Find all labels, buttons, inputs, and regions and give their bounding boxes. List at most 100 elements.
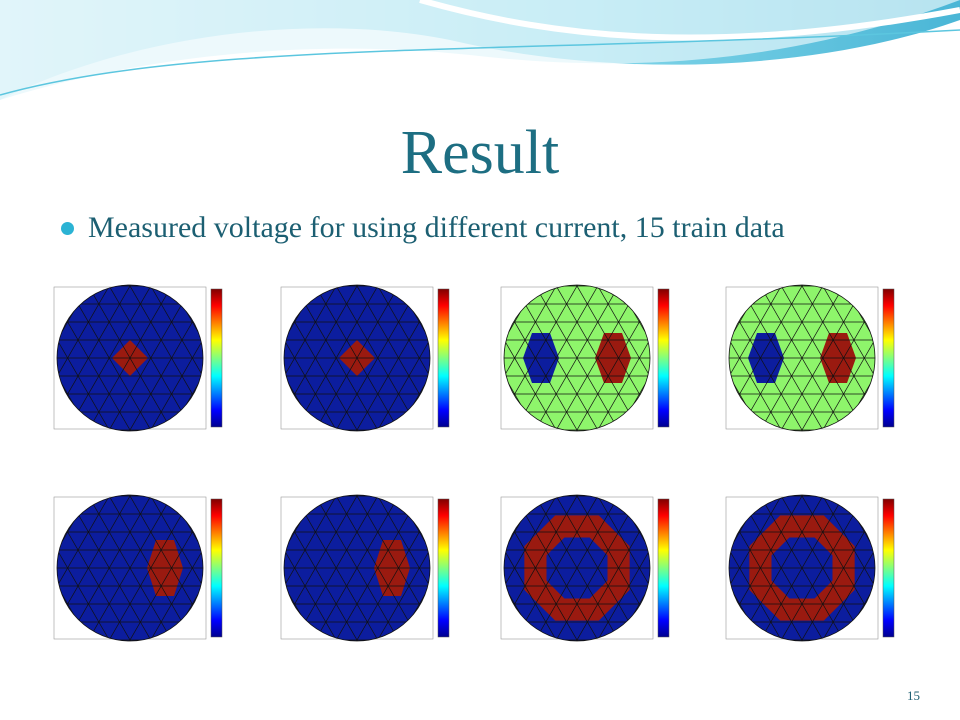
mesh-edge bbox=[147, 315, 203, 431]
page-number: 15 bbox=[907, 688, 920, 703]
mesh-edge bbox=[729, 516, 801, 641]
colorbar bbox=[882, 498, 895, 638]
mesh bbox=[728, 284, 876, 432]
colorbar bbox=[437, 288, 450, 428]
mesh-edge bbox=[729, 306, 801, 431]
mesh bbox=[56, 284, 204, 432]
mesh-edge bbox=[100, 495, 191, 638]
mesh-edge bbox=[284, 285, 340, 401]
mesh-edge bbox=[284, 495, 356, 620]
domain-edge bbox=[283, 284, 431, 432]
slide-title: Result bbox=[400, 119, 560, 187]
mesh-edge bbox=[57, 495, 113, 611]
colorbar bbox=[882, 288, 895, 428]
mesh-edge bbox=[547, 495, 638, 638]
mesh-edge bbox=[69, 285, 160, 428]
mesh-edge bbox=[131, 495, 203, 620]
mesh-edge bbox=[358, 495, 430, 620]
mesh-edge bbox=[57, 495, 145, 629]
colorbar bbox=[210, 498, 223, 638]
mesh-edge bbox=[741, 495, 832, 638]
mesh-edge bbox=[358, 285, 430, 410]
mesh-edge bbox=[284, 285, 356, 410]
mesh-edge bbox=[516, 498, 607, 641]
mesh-edge bbox=[115, 297, 203, 431]
mesh-edge bbox=[504, 495, 560, 611]
domain-edge bbox=[503, 494, 651, 642]
mesh-edge bbox=[504, 495, 592, 629]
mesh-edge bbox=[803, 495, 875, 620]
mesh-lines bbox=[57, 285, 203, 431]
mesh-edge bbox=[741, 288, 832, 431]
mesh-edge bbox=[729, 285, 801, 410]
mesh-edge bbox=[284, 516, 356, 641]
mesh-edge bbox=[578, 495, 650, 620]
mesh-edge bbox=[531, 285, 623, 431]
mesh-edge bbox=[819, 315, 875, 431]
mesh bbox=[503, 494, 651, 642]
mesh-edge bbox=[131, 285, 203, 410]
mesh-edge bbox=[296, 288, 387, 431]
mesh-edge bbox=[772, 288, 863, 431]
mesh-edge bbox=[547, 498, 638, 641]
mesh-edge bbox=[504, 516, 576, 641]
header-wave bbox=[0, 0, 960, 100]
mesh-edge bbox=[756, 495, 848, 641]
mesh-edge bbox=[358, 516, 430, 641]
mesh-edge bbox=[327, 498, 418, 641]
eit-plot bbox=[53, 494, 223, 642]
mesh-edge bbox=[311, 495, 403, 641]
mesh-lines bbox=[284, 495, 430, 641]
mesh-edge bbox=[504, 285, 576, 410]
mesh-edge bbox=[296, 498, 387, 641]
mesh-edge bbox=[516, 495, 607, 638]
mesh-edge bbox=[516, 285, 607, 428]
eit-plot bbox=[725, 284, 895, 432]
mesh-edge bbox=[57, 285, 113, 401]
domain-edge bbox=[56, 494, 204, 642]
mesh-edge bbox=[504, 285, 592, 419]
domain-edge bbox=[56, 284, 204, 432]
eit-plot bbox=[500, 494, 670, 642]
bullet-dot bbox=[61, 222, 74, 235]
bullet-text: Measured voltage for using different cur… bbox=[88, 211, 785, 244]
mesh-edge bbox=[504, 495, 576, 620]
mesh-edge bbox=[342, 297, 430, 431]
mesh bbox=[283, 494, 431, 642]
mesh-edge bbox=[531, 495, 623, 641]
mesh-edge bbox=[327, 288, 418, 431]
mesh-edge bbox=[562, 297, 650, 431]
mesh-edge bbox=[69, 288, 160, 431]
mesh-edge bbox=[578, 285, 650, 410]
mesh-edge bbox=[729, 495, 817, 629]
eit-plot bbox=[725, 494, 895, 642]
mesh-edge bbox=[729, 285, 785, 401]
mesh-edge bbox=[69, 498, 160, 641]
eit-plot bbox=[53, 284, 223, 432]
mesh-lines bbox=[729, 285, 875, 431]
mesh-edge bbox=[374, 315, 430, 431]
mesh-edge bbox=[819, 525, 875, 641]
colorbar bbox=[657, 288, 670, 428]
mesh-edge bbox=[284, 495, 340, 611]
mesh-lines bbox=[284, 285, 430, 431]
mesh-edge bbox=[803, 516, 875, 641]
mesh-edge bbox=[84, 285, 176, 431]
mesh-edge bbox=[284, 306, 356, 431]
mesh-edge bbox=[578, 516, 650, 641]
mesh-edge bbox=[115, 507, 203, 641]
mesh bbox=[283, 284, 431, 432]
mesh-edge bbox=[741, 498, 832, 641]
mesh-edge bbox=[327, 285, 418, 428]
mesh-lines bbox=[57, 495, 203, 641]
mesh bbox=[56, 494, 204, 642]
eit-plot bbox=[500, 284, 670, 432]
mesh-edge bbox=[803, 306, 875, 431]
mesh-edge bbox=[296, 285, 387, 428]
mesh-lines bbox=[729, 495, 875, 641]
mesh-edge bbox=[57, 495, 129, 620]
mesh bbox=[503, 284, 651, 432]
mesh-edge bbox=[547, 285, 638, 428]
mesh-edge bbox=[147, 525, 203, 641]
mesh-edge bbox=[284, 285, 372, 419]
